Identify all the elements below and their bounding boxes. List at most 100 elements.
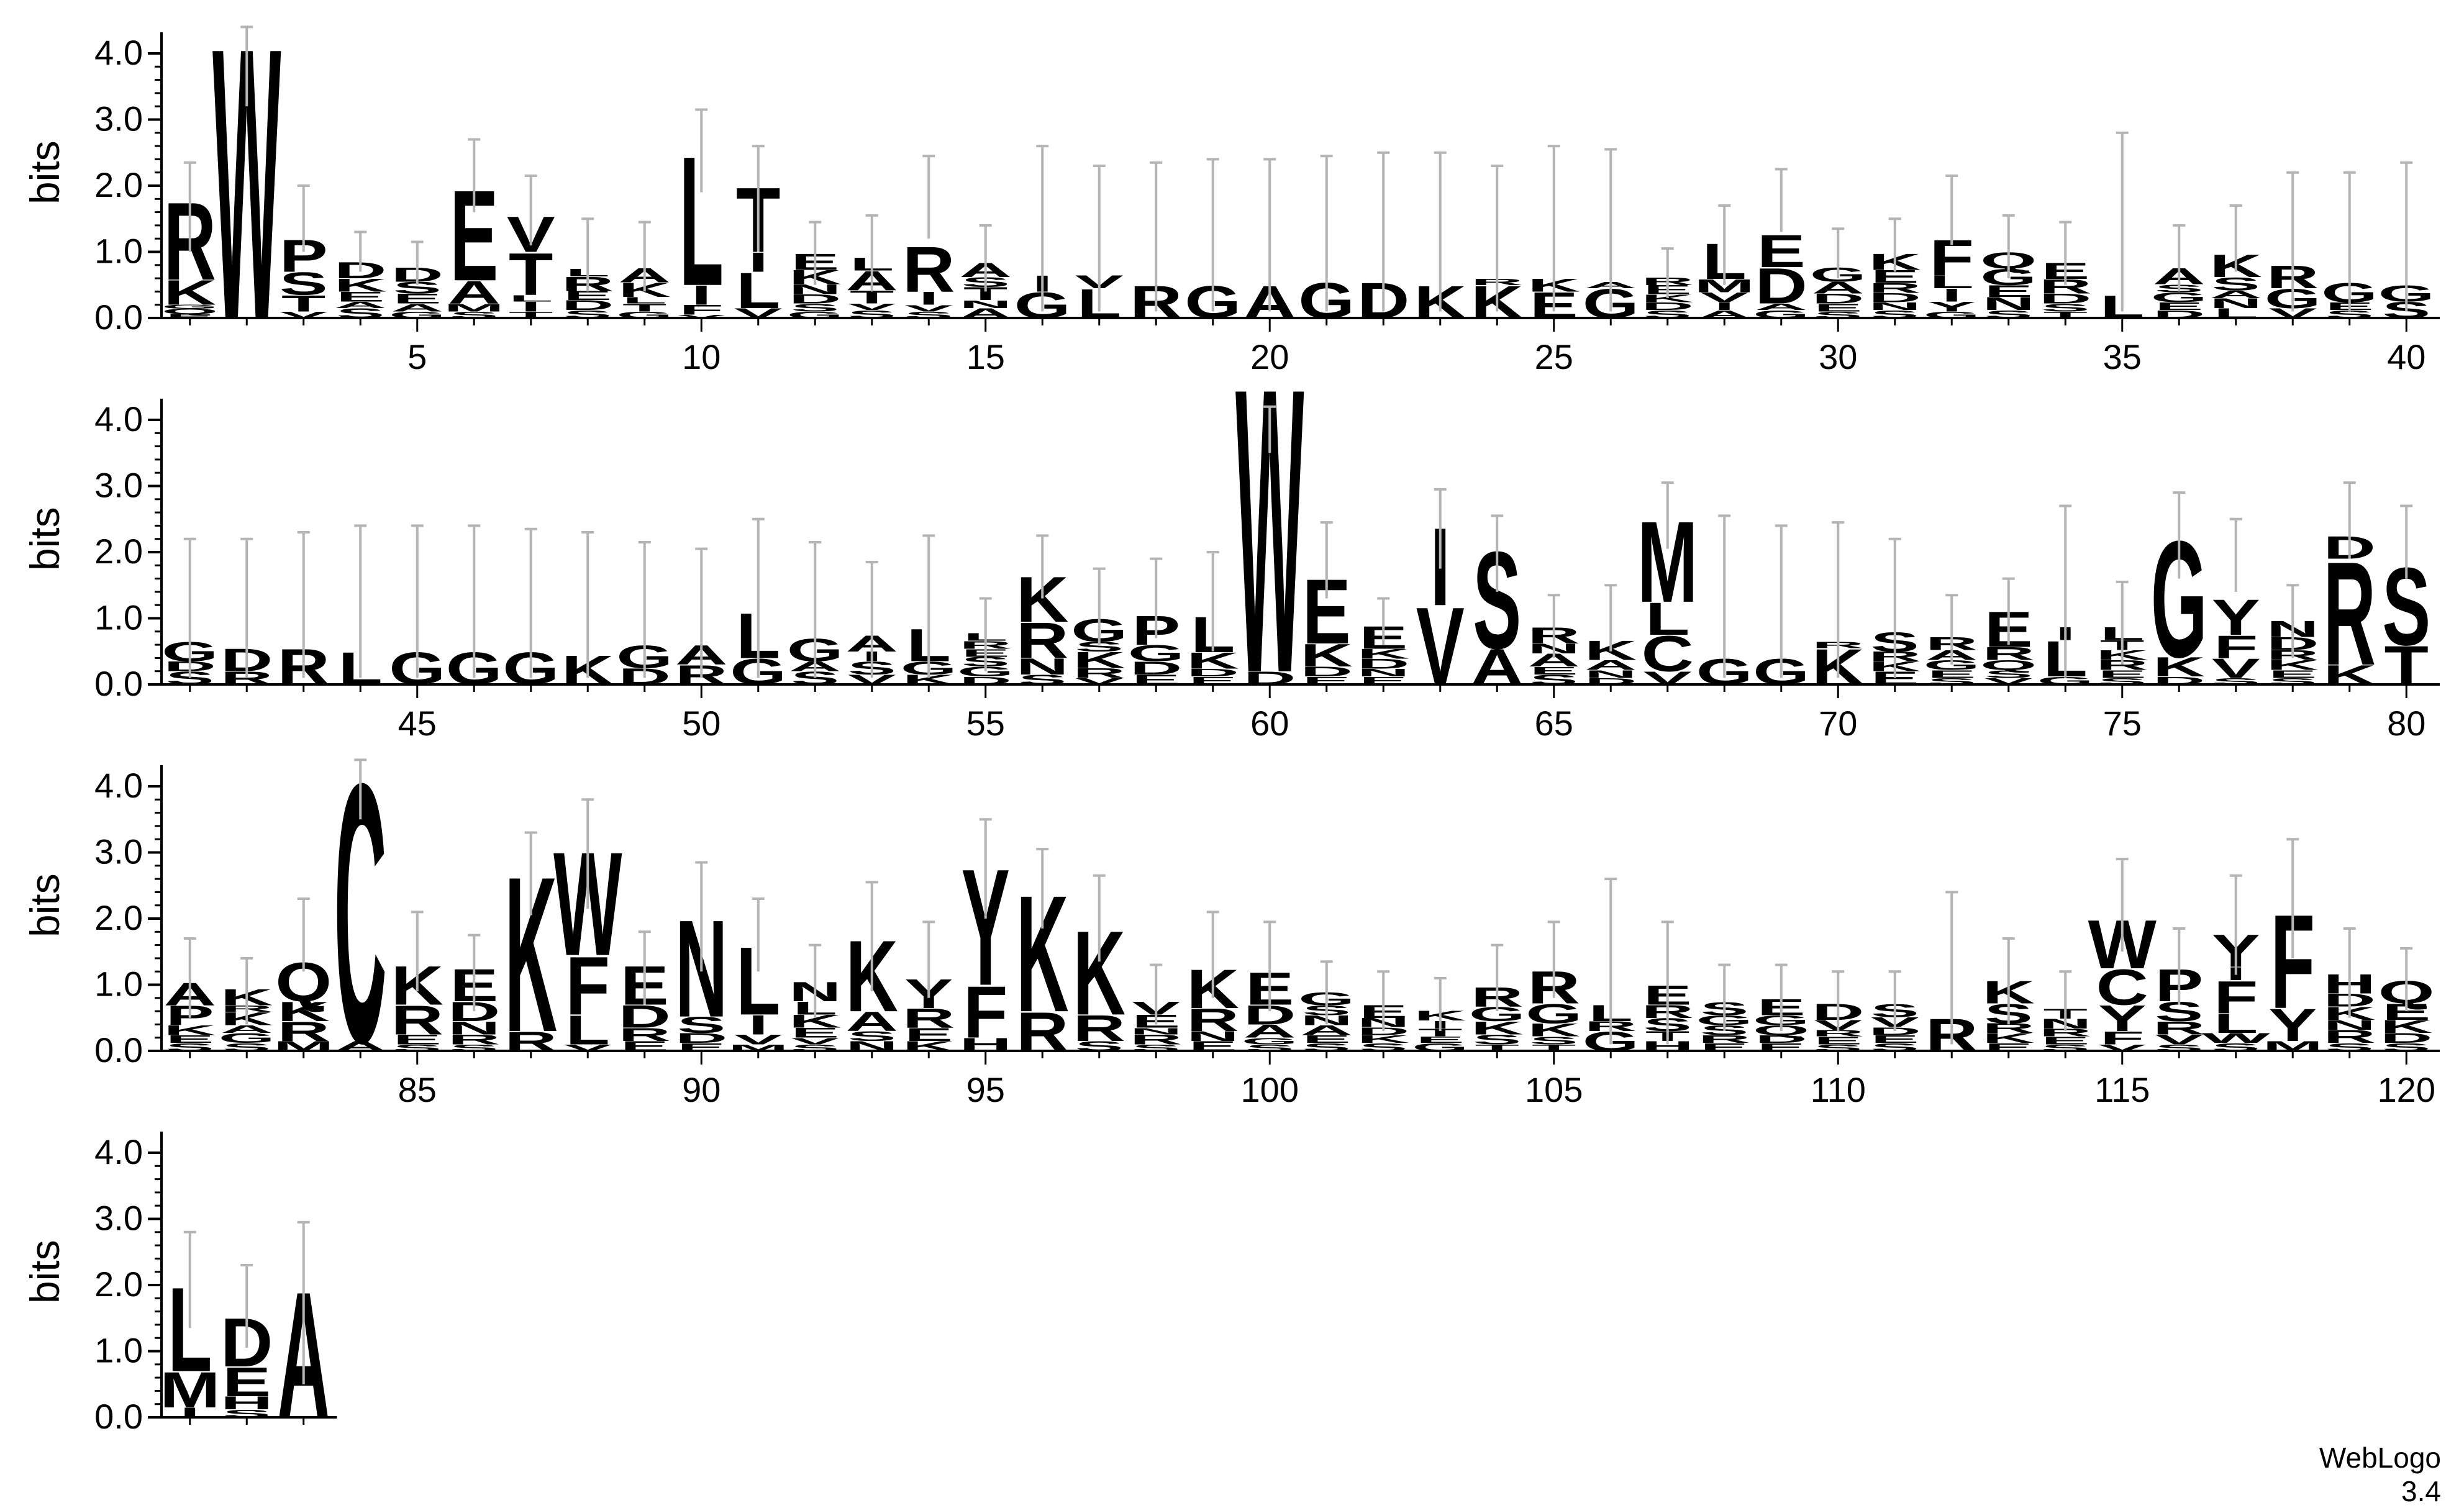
logo-letter: R bbox=[1073, 665, 1125, 681]
logo-letter: E bbox=[1984, 282, 2033, 301]
stack-74: GLI bbox=[2037, 504, 2094, 688]
x-tick-label: 90 bbox=[682, 1070, 721, 1109]
logo-letter: R bbox=[1869, 280, 1921, 296]
logo-letter: N bbox=[1016, 654, 1068, 680]
stack-25: EK bbox=[1528, 145, 1580, 326]
x-tick-label: 120 bbox=[2378, 1070, 2435, 1109]
logo-letter: D bbox=[789, 292, 841, 306]
logo-letter: M bbox=[444, 301, 504, 314]
stack-114: SERNT bbox=[2039, 970, 2091, 1053]
logo-letter: A bbox=[1812, 278, 1864, 297]
logo-letter: E bbox=[1984, 1041, 2033, 1053]
x-tick-label: 30 bbox=[1819, 337, 1857, 376]
logo-letter: E bbox=[2155, 300, 2203, 312]
y-tick-label: 3.0 bbox=[94, 1199, 143, 1238]
logo-letter: V bbox=[563, 1043, 612, 1053]
logo-letter: S bbox=[2041, 1043, 2089, 1053]
logo-letter: V bbox=[904, 303, 953, 314]
stack-43: R bbox=[278, 531, 330, 696]
logo-letter: S bbox=[848, 1029, 896, 1044]
logo-letter: A bbox=[1698, 308, 1750, 320]
stack-18: R bbox=[1130, 161, 1182, 328]
logo-letter: I bbox=[521, 299, 541, 314]
logo-letter: E bbox=[1927, 668, 1976, 680]
weblogo-credit: WebLogo 3.4 bbox=[2319, 1442, 2441, 1507]
stack-82: SGAKRK bbox=[219, 956, 275, 1053]
logo-letter: H bbox=[960, 1034, 1012, 1055]
logo-letter: T bbox=[2043, 310, 2088, 320]
logo-letter: V bbox=[677, 314, 725, 319]
logo-letter: S bbox=[1359, 1041, 1407, 1053]
x-tick-label: 105 bbox=[1525, 1070, 1583, 1109]
stack-123: A bbox=[278, 1220, 330, 1456]
logo-letter: W bbox=[2202, 1030, 2271, 1046]
logo-letter: R bbox=[619, 1025, 671, 1045]
logo-letter: V bbox=[1416, 584, 1465, 708]
logo-letter: E bbox=[2041, 1034, 2089, 1047]
logo-letter: E bbox=[336, 289, 384, 304]
logo-letter: S bbox=[222, 1407, 271, 1420]
stack-96: RK bbox=[1016, 848, 1068, 1063]
logo-letter: R bbox=[902, 1002, 955, 1033]
logo-letter: N bbox=[1584, 668, 1637, 680]
logo-letter: K bbox=[1471, 1018, 1523, 1038]
stack-8: SDERL bbox=[561, 217, 614, 320]
y-tick-label: 0.0 bbox=[94, 664, 143, 703]
stack-40: SG bbox=[2378, 161, 2435, 323]
logo-letter: S bbox=[450, 1043, 498, 1053]
stack-2: W bbox=[212, 0, 281, 401]
logo-letter: E bbox=[1757, 1041, 1806, 1053]
logo-letter: F bbox=[963, 971, 1007, 1053]
logo-letter: S bbox=[1871, 308, 1919, 320]
logo-letter: S bbox=[222, 1041, 271, 1053]
logo-letter: E bbox=[2098, 668, 2147, 680]
logo-letter: K bbox=[164, 1022, 216, 1038]
logo-letter: A bbox=[1471, 639, 1523, 696]
x-tick-label: 75 bbox=[2103, 704, 2142, 743]
logo-letter: D bbox=[619, 999, 671, 1035]
stack-54: KGL bbox=[901, 534, 957, 688]
y-tick-label: 4.0 bbox=[94, 399, 143, 438]
logo-letter: S bbox=[1018, 672, 1066, 688]
logo-letter: K bbox=[1357, 1033, 1409, 1045]
logo-letter: Q bbox=[1980, 657, 2037, 673]
logo-letter: T bbox=[1418, 1026, 1462, 1038]
y-tick-label: 1.0 bbox=[94, 598, 143, 637]
logo-letter: L bbox=[566, 1007, 610, 1053]
logo-letter: K bbox=[2324, 660, 2376, 691]
logo-letter: L bbox=[509, 293, 553, 304]
logo-row-2: 0.01.02.03.04.0bits4550556065707580SDGRD… bbox=[22, 303, 2440, 758]
logo-letter: S bbox=[1984, 308, 2033, 320]
logo-letter: E bbox=[393, 291, 442, 306]
logo-letter: S bbox=[1075, 1038, 1124, 1054]
x-tick-label: 45 bbox=[398, 704, 437, 743]
logo-letter: S bbox=[2212, 274, 2260, 294]
logo-letter: R bbox=[1698, 1033, 1750, 1045]
stack-101: SEANSG bbox=[1298, 960, 1355, 1053]
logo-letter: D bbox=[675, 1030, 727, 1046]
logo-letter: V bbox=[1984, 676, 2034, 687]
logo-letter: M bbox=[273, 1038, 334, 1054]
logo-letter: L bbox=[736, 263, 780, 319]
logo-letter: K bbox=[902, 1038, 955, 1054]
logo-letter: N bbox=[960, 298, 1012, 311]
logo-letter: R bbox=[1812, 1028, 1864, 1038]
logo-letter: E bbox=[791, 1025, 839, 1041]
stack-52: SAG bbox=[787, 541, 843, 689]
stack-102: SKDNE bbox=[1357, 970, 1409, 1053]
y-tick-label: 2.0 bbox=[94, 165, 143, 204]
logo-letter: T bbox=[281, 291, 325, 317]
stack-46: G bbox=[446, 524, 502, 694]
logo-letter: V bbox=[1075, 676, 1124, 687]
logo-letter: E bbox=[2268, 668, 2317, 680]
